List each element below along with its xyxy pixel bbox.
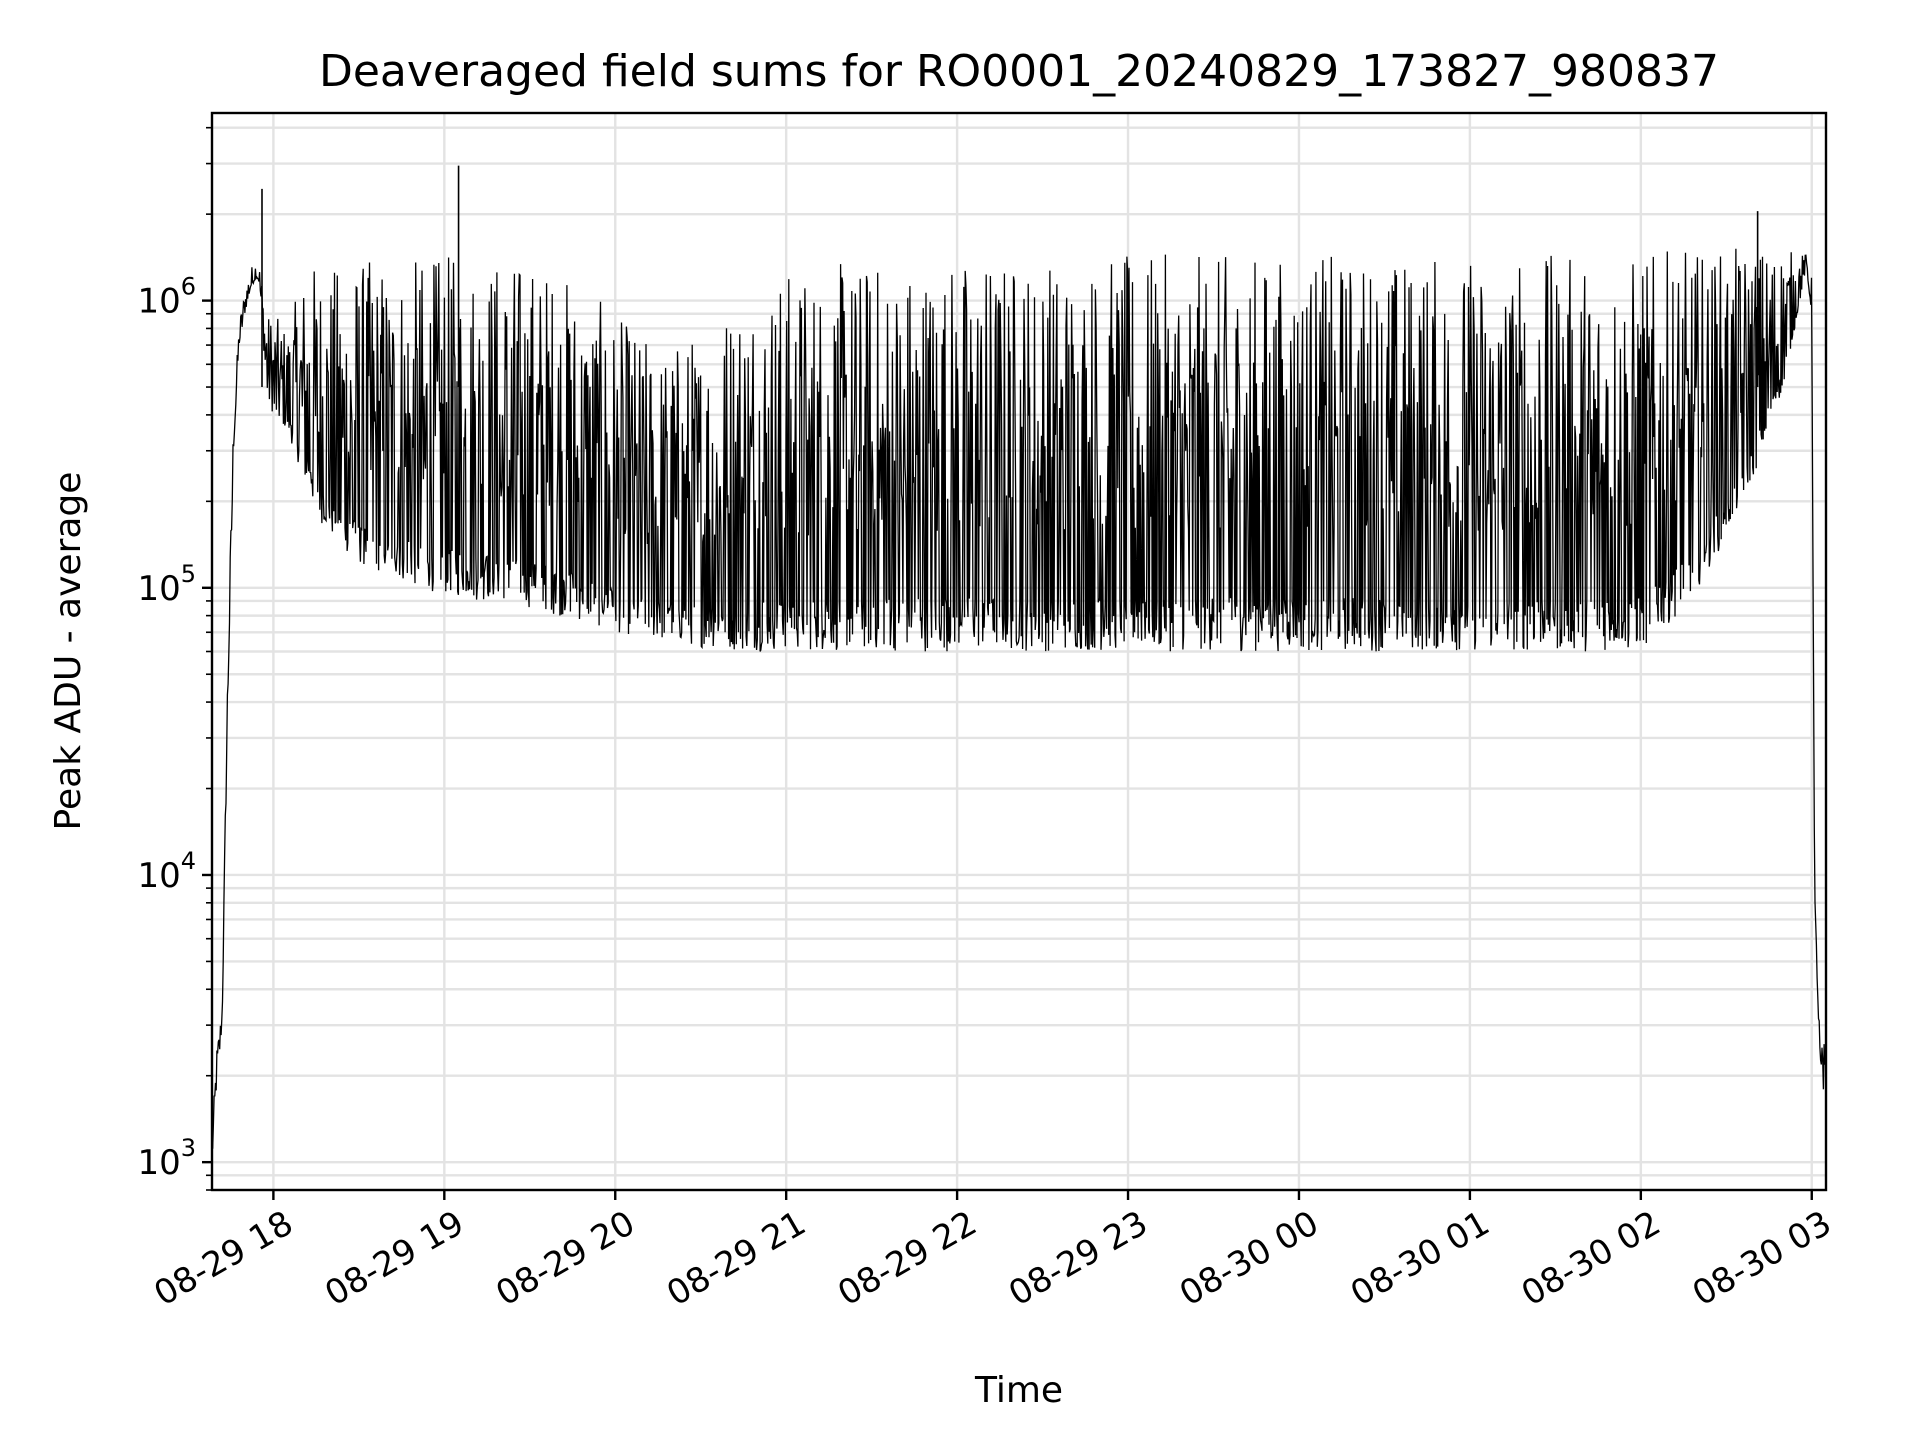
y-tick-label: 104 — [137, 847, 196, 896]
x-tick-label: 08-29 23 — [1002, 1203, 1154, 1314]
data-line — [211, 248, 1827, 1150]
x-tick-label: 08-30 02 — [1515, 1203, 1667, 1314]
chart-title: Deaveraged field sums for RO0001_2024082… — [319, 46, 1719, 97]
x-tick-label: 08-30 03 — [1686, 1203, 1838, 1314]
x-axis-label: Time — [974, 1370, 1063, 1411]
x-tick-label: 08-29 21 — [660, 1203, 812, 1314]
y-tick-label: 106 — [137, 273, 196, 322]
y-tick-label: 105 — [137, 560, 196, 609]
x-tick-label: 08-29 22 — [831, 1203, 983, 1314]
x-tick-label: 08-30 00 — [1173, 1203, 1325, 1314]
x-tick-label: 08-30 01 — [1344, 1203, 1496, 1314]
x-axis: 08-29 18 08-29 19 08-29 20 08-29 21 08-29 22… — [147, 1190, 1838, 1314]
y-axis-label: Peak ADU - average — [48, 472, 89, 831]
y-tick-label: 103 — [137, 1134, 196, 1183]
x-tick-label: 08-29 18 — [147, 1203, 299, 1314]
x-tick-label: 08-29 19 — [318, 1203, 470, 1314]
y-axis: 103 104 105 106 — [137, 126, 212, 1191]
x-tick-label: 08-29 20 — [489, 1203, 641, 1314]
data-series — [211, 165, 1827, 1150]
